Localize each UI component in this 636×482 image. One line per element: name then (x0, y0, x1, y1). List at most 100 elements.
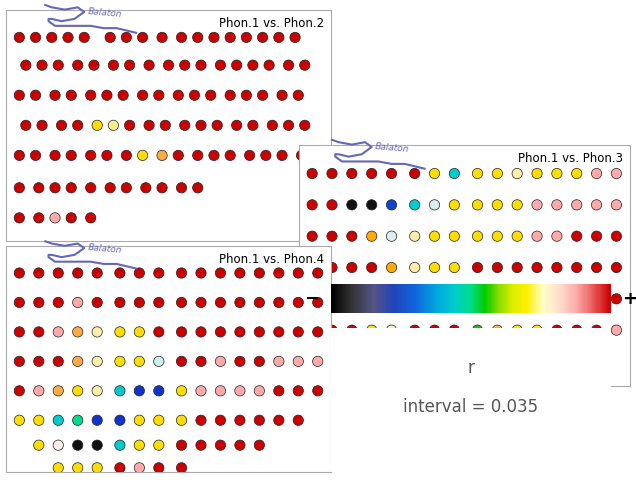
Point (293, 387, 303, 395)
Point (284, 121, 294, 129)
Point (366, 201, 377, 209)
Point (273, 269, 284, 277)
Point (157, 184, 167, 192)
Point (552, 232, 562, 240)
Point (611, 201, 621, 209)
Point (73, 61, 83, 69)
Point (429, 170, 439, 177)
Point (154, 464, 164, 472)
Point (512, 201, 522, 209)
Point (53, 269, 64, 277)
Point (492, 353, 502, 361)
Point (34, 442, 44, 449)
Point (53, 416, 64, 424)
Point (410, 353, 420, 361)
Point (154, 358, 164, 365)
Point (73, 387, 83, 395)
Point (53, 358, 64, 365)
Text: Balaton: Balaton (88, 7, 123, 19)
Point (532, 170, 542, 177)
Point (92, 328, 102, 336)
Point (92, 442, 102, 449)
Point (73, 416, 83, 424)
Point (232, 121, 242, 129)
Point (196, 358, 206, 365)
Point (21, 121, 31, 129)
Point (14, 328, 24, 336)
Point (57, 121, 67, 129)
Point (34, 358, 44, 365)
Point (449, 353, 459, 361)
Point (154, 92, 164, 99)
Point (53, 298, 64, 307)
Point (284, 61, 294, 69)
Point (429, 377, 439, 385)
Point (313, 328, 323, 336)
Point (125, 61, 135, 69)
Point (34, 387, 44, 395)
Point (144, 121, 154, 129)
Point (114, 416, 125, 424)
Point (347, 232, 357, 240)
Text: Phon.1 vs. Phon.4: Phon.1 vs. Phon.4 (219, 253, 324, 266)
Point (307, 232, 317, 240)
Point (366, 170, 377, 177)
Point (552, 353, 562, 361)
Point (366, 264, 377, 271)
Point (92, 269, 102, 277)
Point (591, 264, 602, 271)
Point (366, 326, 377, 334)
Point (114, 269, 125, 277)
Point (235, 358, 245, 365)
Point (134, 442, 144, 449)
Point (492, 326, 502, 334)
Point (86, 151, 96, 159)
Point (532, 295, 542, 303)
Point (193, 184, 203, 192)
Point (512, 264, 522, 271)
Point (347, 377, 357, 385)
Point (387, 353, 397, 361)
Text: Balaton: Balaton (88, 242, 123, 254)
Point (105, 184, 115, 192)
Point (235, 269, 245, 277)
Point (53, 328, 64, 336)
Point (611, 232, 621, 240)
Point (512, 353, 522, 361)
Point (66, 92, 76, 99)
Point (196, 298, 206, 307)
Point (591, 326, 602, 334)
Point (193, 34, 203, 41)
Point (552, 264, 562, 271)
Point (366, 377, 377, 385)
Point (212, 121, 223, 129)
Point (34, 214, 44, 222)
Point (173, 151, 183, 159)
Point (176, 442, 186, 449)
Point (429, 232, 439, 240)
Point (121, 34, 132, 41)
Point (387, 295, 397, 303)
Point (611, 326, 621, 334)
Point (235, 387, 245, 395)
Point (293, 328, 303, 336)
Point (134, 387, 144, 395)
Point (141, 184, 151, 192)
Point (512, 295, 522, 303)
Point (14, 151, 24, 159)
Point (86, 214, 96, 222)
Point (180, 61, 190, 69)
Point (611, 170, 621, 177)
Point (313, 358, 323, 365)
Point (611, 295, 621, 303)
Point (73, 269, 83, 277)
Point (473, 232, 483, 240)
Point (552, 295, 562, 303)
Point (89, 61, 99, 69)
Point (410, 201, 420, 209)
Point (591, 201, 602, 209)
Point (216, 387, 226, 395)
Point (387, 232, 397, 240)
Text: Phon.1 vs. Phon.3: Phon.1 vs. Phon.3 (518, 152, 623, 165)
Point (134, 298, 144, 307)
